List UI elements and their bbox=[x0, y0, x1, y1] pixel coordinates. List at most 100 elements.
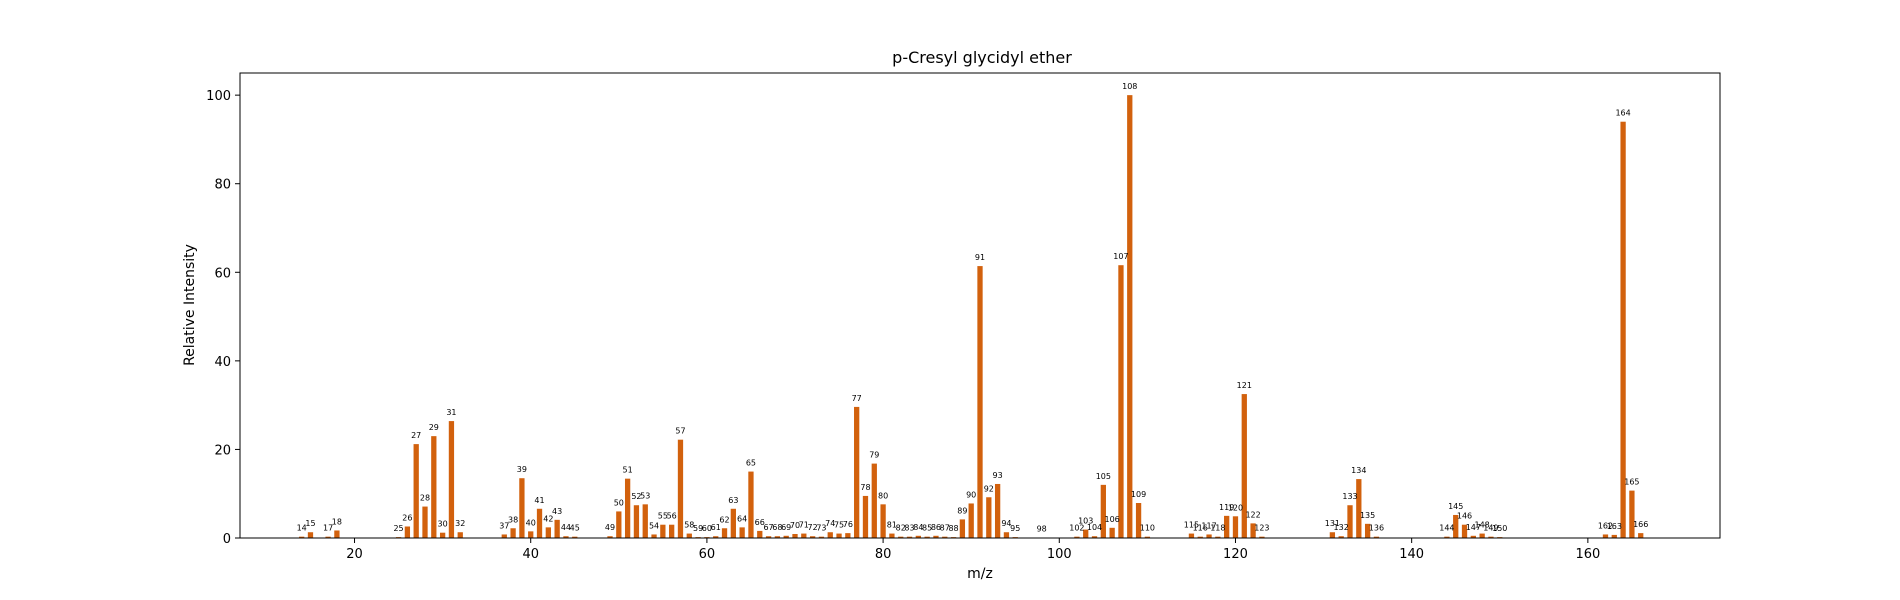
bar-label-166: 166 bbox=[1633, 520, 1648, 529]
bar-label-38: 38 bbox=[508, 515, 518, 524]
bars-group bbox=[299, 95, 1644, 539]
bar-mz-89 bbox=[959, 519, 966, 538]
bar-mz-68 bbox=[774, 536, 781, 538]
bar-label-28: 28 bbox=[420, 494, 430, 503]
bar-label-70: 70 bbox=[790, 521, 800, 530]
bar-label-87: 87 bbox=[940, 524, 950, 533]
bar-label-43: 43 bbox=[552, 507, 562, 516]
bar-label-134: 134 bbox=[1351, 466, 1366, 475]
bar-mz-70 bbox=[792, 534, 798, 538]
bar-label-49: 49 bbox=[605, 523, 615, 532]
bar-label-77: 77 bbox=[852, 394, 862, 403]
bar-label-120: 120 bbox=[1228, 503, 1243, 512]
bar-label-73: 73 bbox=[816, 524, 826, 533]
bar-label-106: 106 bbox=[1104, 515, 1119, 524]
bar-mz-90 bbox=[968, 503, 974, 538]
bar-mz-61 bbox=[713, 536, 719, 538]
bar-label-131: 131 bbox=[1325, 519, 1340, 528]
bar-label-44: 44 bbox=[561, 523, 571, 532]
x-tick-label: 100 bbox=[1047, 547, 1072, 562]
bar-mz-79 bbox=[871, 463, 877, 538]
bar-label-64: 64 bbox=[737, 514, 747, 523]
bar-label-122: 122 bbox=[1245, 510, 1260, 519]
bar-mz-94 bbox=[1003, 532, 1010, 538]
bar-label-66: 66 bbox=[755, 518, 765, 527]
bar-mz-115 bbox=[1188, 533, 1195, 538]
bar-label-57: 57 bbox=[675, 427, 685, 436]
bar-label-105: 105 bbox=[1096, 472, 1111, 481]
bar-mz-148 bbox=[1479, 533, 1485, 538]
bar-mz-86 bbox=[933, 535, 939, 538]
bar-mz-106 bbox=[1109, 527, 1115, 538]
bar-mz-14 bbox=[299, 536, 305, 538]
bar-mz-15 bbox=[307, 532, 314, 538]
bar-mz-107 bbox=[1118, 265, 1124, 538]
bar-mz-81 bbox=[889, 533, 895, 538]
y-tick-label: 80 bbox=[214, 178, 231, 193]
bar-mz-119 bbox=[1224, 515, 1230, 538]
bar-mz-72 bbox=[809, 536, 816, 538]
bar-label-61: 61 bbox=[711, 523, 721, 532]
bar-label-59: 59 bbox=[693, 524, 703, 533]
bar-mz-131 bbox=[1329, 532, 1336, 538]
bar-mz-102 bbox=[1074, 536, 1080, 538]
bar-mz-69 bbox=[783, 535, 789, 538]
bar-label-149: 149 bbox=[1483, 524, 1498, 533]
bar-label-148: 148 bbox=[1474, 521, 1489, 530]
bar-mz-122 bbox=[1250, 523, 1256, 538]
bar-mz-39 bbox=[519, 478, 525, 538]
x-tick-label: 140 bbox=[1399, 547, 1424, 562]
bar-mz-64 bbox=[739, 527, 745, 538]
bar-label-29: 29 bbox=[429, 423, 439, 432]
bar-label-109: 109 bbox=[1131, 490, 1146, 499]
bar-label-75: 75 bbox=[834, 521, 844, 530]
bar-mz-65 bbox=[748, 471, 754, 538]
bar-label-26: 26 bbox=[402, 513, 412, 522]
x-axis-ticks: 20 40 60 80 100 120 140 160 bbox=[346, 538, 1600, 562]
y-tick-label: 0 bbox=[223, 532, 231, 547]
bar-mz-117 bbox=[1206, 534, 1212, 538]
bar-mz-55 bbox=[660, 524, 666, 538]
bar-mz-26 bbox=[404, 526, 411, 538]
bar-mz-45 bbox=[572, 536, 578, 538]
bar-mz-76 bbox=[845, 533, 851, 538]
bar-mz-50 bbox=[616, 511, 622, 538]
bar-mz-103 bbox=[1083, 529, 1089, 538]
bar-label-132: 132 bbox=[1334, 523, 1349, 532]
bar-label-145: 145 bbox=[1448, 502, 1463, 511]
bar-mz-29 bbox=[431, 436, 437, 538]
x-tick-label: 120 bbox=[1223, 547, 1248, 562]
bar-label-103: 103 bbox=[1078, 517, 1093, 526]
bar-label-83: 83 bbox=[904, 524, 914, 533]
bar-label-78: 78 bbox=[860, 483, 870, 492]
bar-label-65: 65 bbox=[746, 459, 756, 468]
bar-mz-58 bbox=[686, 533, 692, 538]
bar-mz-38 bbox=[510, 528, 516, 538]
bar-mz-166 bbox=[1638, 533, 1644, 538]
bar-mz-123 bbox=[1259, 536, 1265, 538]
bar-label-108: 108 bbox=[1122, 82, 1137, 91]
bar-label-165: 165 bbox=[1624, 478, 1639, 487]
bar-mz-62 bbox=[721, 528, 728, 538]
bar-label-90: 90 bbox=[966, 490, 976, 499]
bar-mz-120 bbox=[1232, 516, 1239, 538]
bar-label-93: 93 bbox=[993, 471, 1003, 480]
bar-mz-164 bbox=[1620, 121, 1626, 539]
y-axis-label: Relative Intensity bbox=[182, 244, 198, 366]
bar-label-62: 62 bbox=[719, 515, 729, 524]
bar-mz-43 bbox=[554, 519, 560, 538]
bar-label-89: 89 bbox=[957, 506, 967, 515]
bar-label-14: 14 bbox=[297, 524, 307, 533]
bar-label-163: 163 bbox=[1607, 522, 1622, 531]
bar-label-41: 41 bbox=[534, 496, 544, 505]
bar-label-116: 116 bbox=[1193, 524, 1208, 533]
bar-label-119: 119 bbox=[1219, 503, 1234, 512]
bar-label-54: 54 bbox=[649, 521, 659, 530]
bar-label-107: 107 bbox=[1113, 252, 1128, 261]
bar-label-68: 68 bbox=[772, 523, 782, 532]
bar-mz-134 bbox=[1356, 479, 1362, 538]
bar-label-32: 32 bbox=[455, 519, 465, 528]
bar-mz-163 bbox=[1611, 534, 1617, 538]
x-axis-label: m/z bbox=[967, 566, 993, 582]
bar-mz-135 bbox=[1364, 523, 1371, 538]
